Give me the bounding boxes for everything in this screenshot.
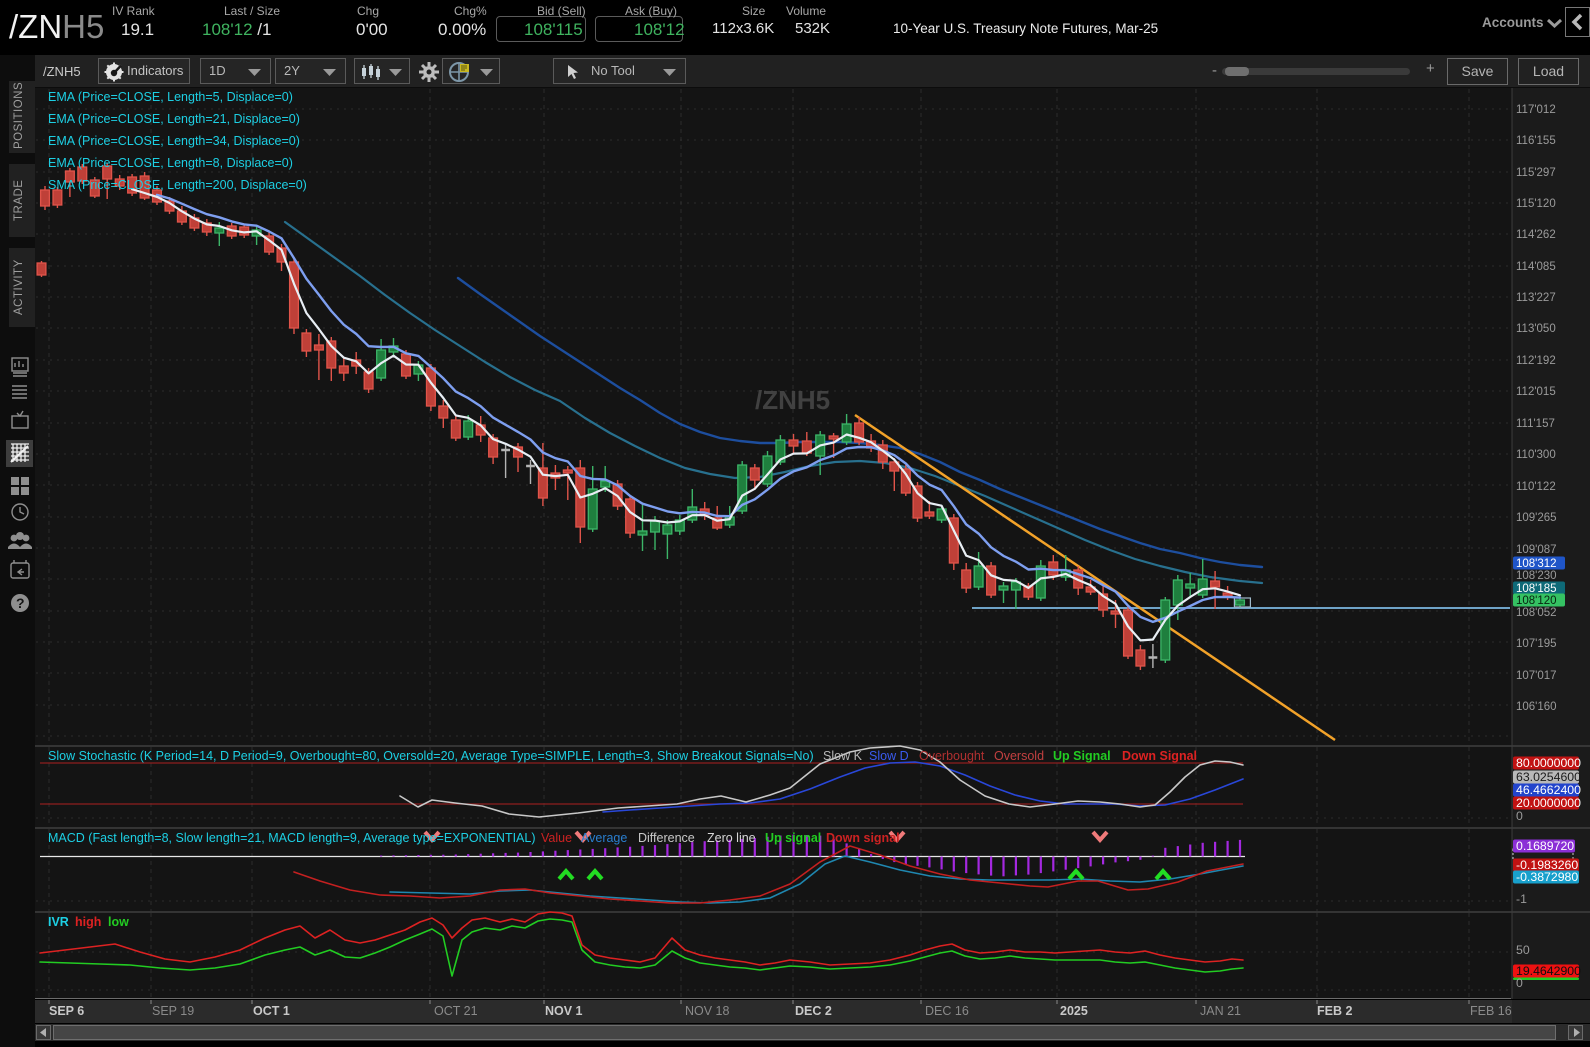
svg-text:108'120: 108'120 <box>1516 595 1557 607</box>
svg-text:108'185: 108'185 <box>1516 583 1557 595</box>
svg-text:2025: 2025 <box>1060 1004 1088 1018</box>
svg-text:108'052: 108'052 <box>1516 607 1557 619</box>
svg-text:-0.1983260: -0.1983260 <box>1516 858 1578 872</box>
svg-text:115'120: 115'120 <box>1516 198 1556 210</box>
svg-text:EMA (Price=CLOSE, Length=8, Di: EMA (Price=CLOSE, Length=8, Displace=0) <box>48 156 293 170</box>
svg-text:NOV 18: NOV 18 <box>685 1004 730 1018</box>
svg-text:Value: Value <box>541 831 572 845</box>
svg-text:Slow D: Slow D <box>869 749 909 763</box>
svg-text:113'050: 113'050 <box>1516 323 1556 335</box>
svg-text:110'122: 110'122 <box>1516 481 1556 493</box>
svg-text:109'265: 109'265 <box>1516 512 1557 524</box>
svg-text:EMA (Price=CLOSE, Length=34, D: EMA (Price=CLOSE, Length=34, Displace=0) <box>48 134 300 148</box>
svg-text:Difference: Difference <box>638 831 695 845</box>
svg-text:?: ? <box>16 595 25 611</box>
svg-text:high: high <box>75 915 101 929</box>
svg-text:107'195: 107'195 <box>1516 638 1557 650</box>
svg-text:low: low <box>108 915 129 929</box>
svg-text:Zero line: Zero line <box>707 831 756 845</box>
svg-text:46.4662400: 46.4662400 <box>1516 783 1581 797</box>
svg-text:106'160: 106'160 <box>1516 701 1557 713</box>
svg-text:MACD (Fast length=8, Slow leng: MACD (Fast length=8, Slow length=21, MAC… <box>48 831 536 845</box>
svg-text:112'192: 112'192 <box>1516 355 1556 367</box>
svg-text:Down Signal: Down Signal <box>1122 749 1197 763</box>
svg-text:DEC 16: DEC 16 <box>925 1004 969 1018</box>
svg-text:63.0254600: 63.0254600 <box>1516 770 1581 784</box>
svg-text:0.1689720: 0.1689720 <box>1516 839 1574 853</box>
svg-text:117'012: 117'012 <box>1516 104 1556 116</box>
svg-text:80.0000000: 80.0000000 <box>1516 756 1581 770</box>
svg-text:DEC 2: DEC 2 <box>795 1004 832 1018</box>
svg-text:Overbought: Overbought <box>919 749 985 763</box>
svg-text:SEP 6: SEP 6 <box>49 1004 84 1018</box>
svg-text:Slow Stochastic (K Period=14,: Slow Stochastic (K Period=14, D Period=9… <box>48 749 814 763</box>
svg-text:FEB 2: FEB 2 <box>1317 1004 1352 1018</box>
svg-text:IVR: IVR <box>48 915 69 929</box>
svg-text:0: 0 <box>1516 976 1523 990</box>
svg-text:113'227: 113'227 <box>1516 292 1556 304</box>
svg-text:EMA (Price=CLOSE, Length=5, Di: EMA (Price=CLOSE, Length=5, Displace=0) <box>48 90 293 104</box>
svg-text:SMA (Price=CLOSE, Length=200,: SMA (Price=CLOSE, Length=200, Displace=0… <box>48 178 307 192</box>
svg-text:Down signal: Down signal <box>826 831 900 845</box>
svg-text:JAN 21: JAN 21 <box>1200 1004 1241 1018</box>
svg-text:116'155: 116'155 <box>1516 135 1556 147</box>
svg-text:107'017: 107'017 <box>1516 670 1557 682</box>
svg-text:OCT 1: OCT 1 <box>253 1004 290 1018</box>
svg-text:19.4642900: 19.4642900 <box>1516 964 1581 978</box>
svg-text:108'312: 108'312 <box>1516 558 1557 570</box>
svg-text:SEP 19: SEP 19 <box>152 1004 194 1018</box>
svg-text:111'157: 111'157 <box>1516 418 1555 430</box>
svg-text:FEB 16: FEB 16 <box>1470 1004 1512 1018</box>
svg-text:50: 50 <box>1516 943 1530 957</box>
svg-text:109'087: 109'087 <box>1516 544 1557 556</box>
svg-text:112'015: 112'015 <box>1516 386 1556 398</box>
svg-text:115'297: 115'297 <box>1516 167 1556 179</box>
svg-text:Up signal: Up signal <box>765 831 821 845</box>
svg-text:108'230: 108'230 <box>1516 570 1557 582</box>
svg-text:Slow K: Slow K <box>823 749 863 763</box>
svg-text:114'262: 114'262 <box>1516 229 1556 241</box>
svg-text:NOV 1: NOV 1 <box>545 1004 583 1018</box>
svg-text:0: 0 <box>1516 809 1523 823</box>
svg-text:Average: Average <box>581 831 627 845</box>
svg-text:-1: -1 <box>1516 892 1527 906</box>
svg-text:Up Signal: Up Signal <box>1053 749 1111 763</box>
svg-text:110'300: 110'300 <box>1516 449 1556 461</box>
svg-text:20.0000000: 20.0000000 <box>1516 796 1581 810</box>
svg-text:EMA (Price=CLOSE, Length=21, D: EMA (Price=CLOSE, Length=21, Displace=0) <box>48 112 300 126</box>
svg-text:-0.3872980: -0.3872980 <box>1516 870 1578 884</box>
svg-text:OCT 21: OCT 21 <box>434 1004 478 1018</box>
svg-text:114'085: 114'085 <box>1516 261 1556 273</box>
svg-text:Oversold: Oversold <box>994 749 1044 763</box>
svg-text:/ZNH5: /ZNH5 <box>755 385 830 415</box>
